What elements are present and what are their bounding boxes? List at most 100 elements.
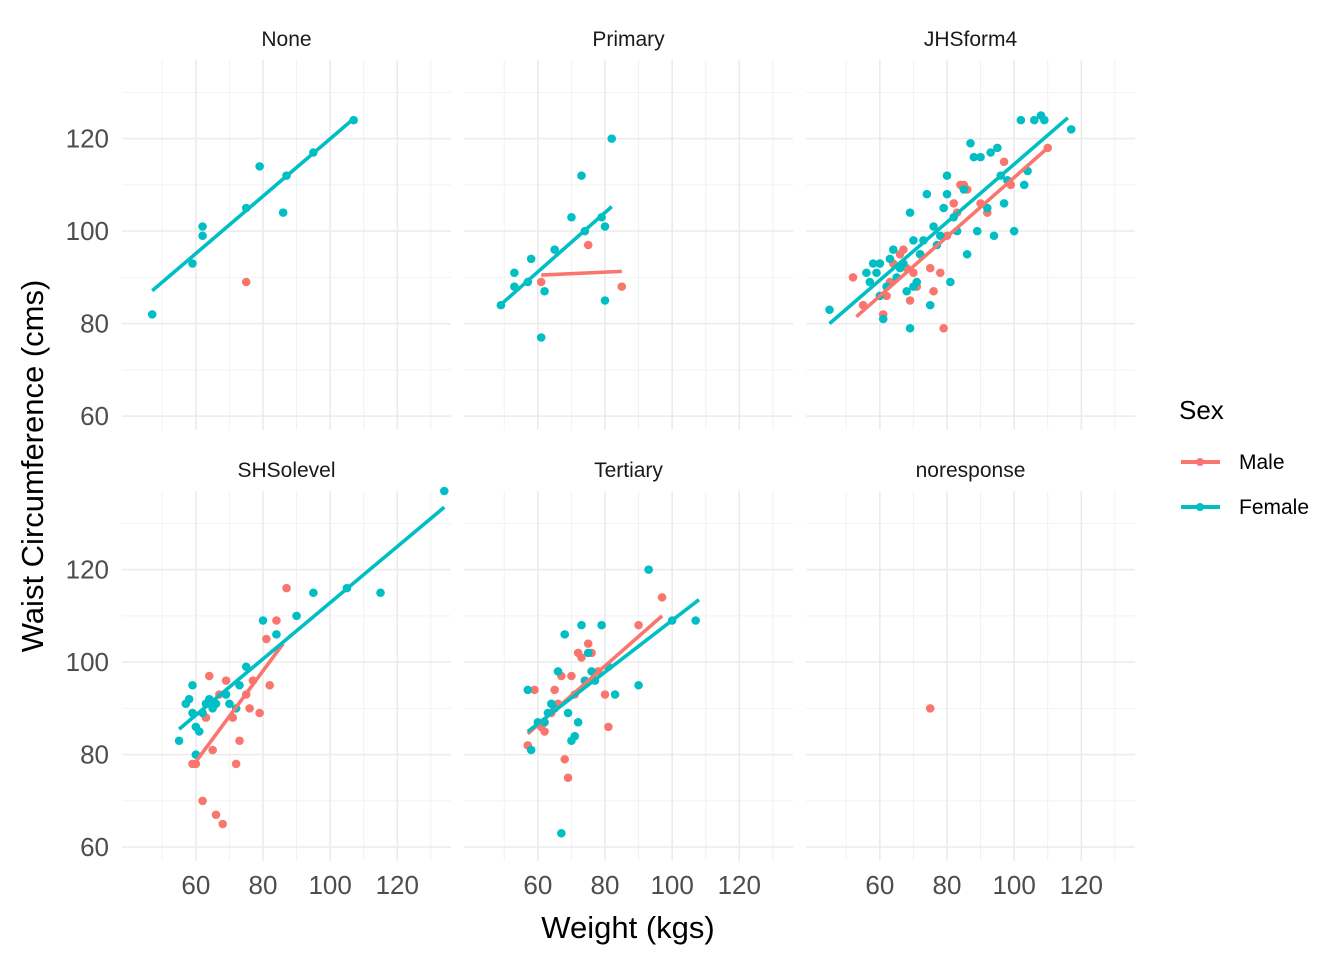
data-point-male [536,277,546,287]
data-point-female [567,212,576,222]
data-point-male [583,639,593,648]
data-point-female [878,314,888,324]
panel-noresponse: noresponse 60 80 100 120 [806,459,1135,900]
y-tick-label: 60 [80,832,109,862]
data-point-female [255,162,264,171]
data-point-female [272,630,281,639]
facet-title-jhsform4: JHSform4 [924,28,1018,51]
data-point-female [439,486,449,496]
data-point-female [600,296,610,305]
y-axis-title: Waist Circumference (cms) [15,280,50,653]
data-point-female [993,143,1002,153]
data-point-female [235,680,244,690]
legend-key-male-point [1196,458,1204,466]
data-point-male [899,245,908,254]
data-point-male [617,282,627,291]
data-point-female [1040,115,1049,125]
x-tick-label: 80 [933,870,962,900]
data-point-female [902,286,912,296]
data-point-male [221,676,231,685]
y-tick-label: 60 [80,401,109,431]
data-point-female [912,277,922,287]
data-point-female [825,305,834,315]
data-point-male [925,263,935,273]
grid-shsolevel [122,491,451,861]
facet-title-primary: Primary [592,28,665,51]
data-point-male [925,704,935,713]
x-tick-label: 60 [523,870,552,900]
series-male-noresponse [925,704,935,713]
data-point-male [949,199,959,208]
data-point-male [935,268,945,278]
data-point-female [597,620,606,630]
data-point-female [1029,115,1039,125]
fit-line-male-shsolevel [191,642,285,768]
data-point-female [570,731,580,741]
data-point-female [942,189,952,199]
data-point-female [865,277,875,287]
data-point-female [560,630,570,639]
data-point-female [557,828,566,838]
facet-title-tertiary: Tertiary [594,459,663,482]
fit-line-female-none [151,117,355,293]
data-point-female [862,268,871,278]
data-point-female [942,171,952,180]
data-point-female [188,259,197,268]
data-point-female [905,323,915,333]
data-point-female [292,611,301,621]
legend-label-male: Male [1239,451,1285,474]
y-tick-label: 80 [80,309,109,339]
data-point-male [245,704,254,713]
data-point-female [553,667,563,676]
data-point-female [1066,125,1076,134]
data-point-male [265,680,275,690]
grid-none [122,60,451,430]
data-point-female [885,254,895,264]
data-point-male [241,277,251,287]
data-point-female [225,699,234,709]
data-point-female [868,259,878,268]
data-point-female [935,231,945,241]
series-female-none [147,115,358,319]
data-point-male [905,296,915,305]
data-point-male [999,157,1009,167]
legend-label-female: Female [1239,496,1309,519]
data-point-female [972,226,982,236]
data-point-female [1019,180,1029,190]
data-point-male [634,620,643,630]
series-female-shsolevel [174,486,449,759]
data-point-male [563,773,573,783]
y-tick-label: 120 [66,555,109,585]
series-male-none [241,277,251,287]
data-point-female [989,231,999,241]
grid-jhsform4 [806,60,1135,430]
data-point-female [376,588,385,598]
x-tick-label: 120 [376,870,419,900]
data-point-female [962,249,972,259]
x-tick-label: 120 [718,870,761,900]
y-tick-label: 100 [66,216,109,246]
grid-primary [464,60,793,430]
series-female-jhsform4 [825,111,1076,333]
panel-jhsform4: JHSform4 [806,28,1135,430]
data-point-female [526,254,536,264]
data-point-female [600,222,610,231]
data-point-female [959,185,969,194]
data-point-male [262,634,271,644]
panel-none: None 60 80 100 120 [66,28,451,431]
panel-primary: Primary [464,28,793,430]
data-point-female [966,138,975,148]
data-point-female [188,680,197,690]
data-point-female [909,236,918,245]
x-axis-title: Weight (kgs) [541,910,714,945]
facet-title-shsolevel: SHSolevel [237,459,335,482]
data-point-male [204,671,214,681]
fit-line-female-tertiary [526,598,701,733]
data-point-female [174,736,184,746]
data-point-male [560,754,570,764]
data-point-female [946,277,955,287]
data-point-female [278,208,288,217]
data-point-female [986,148,995,157]
data-point-female [888,245,898,254]
